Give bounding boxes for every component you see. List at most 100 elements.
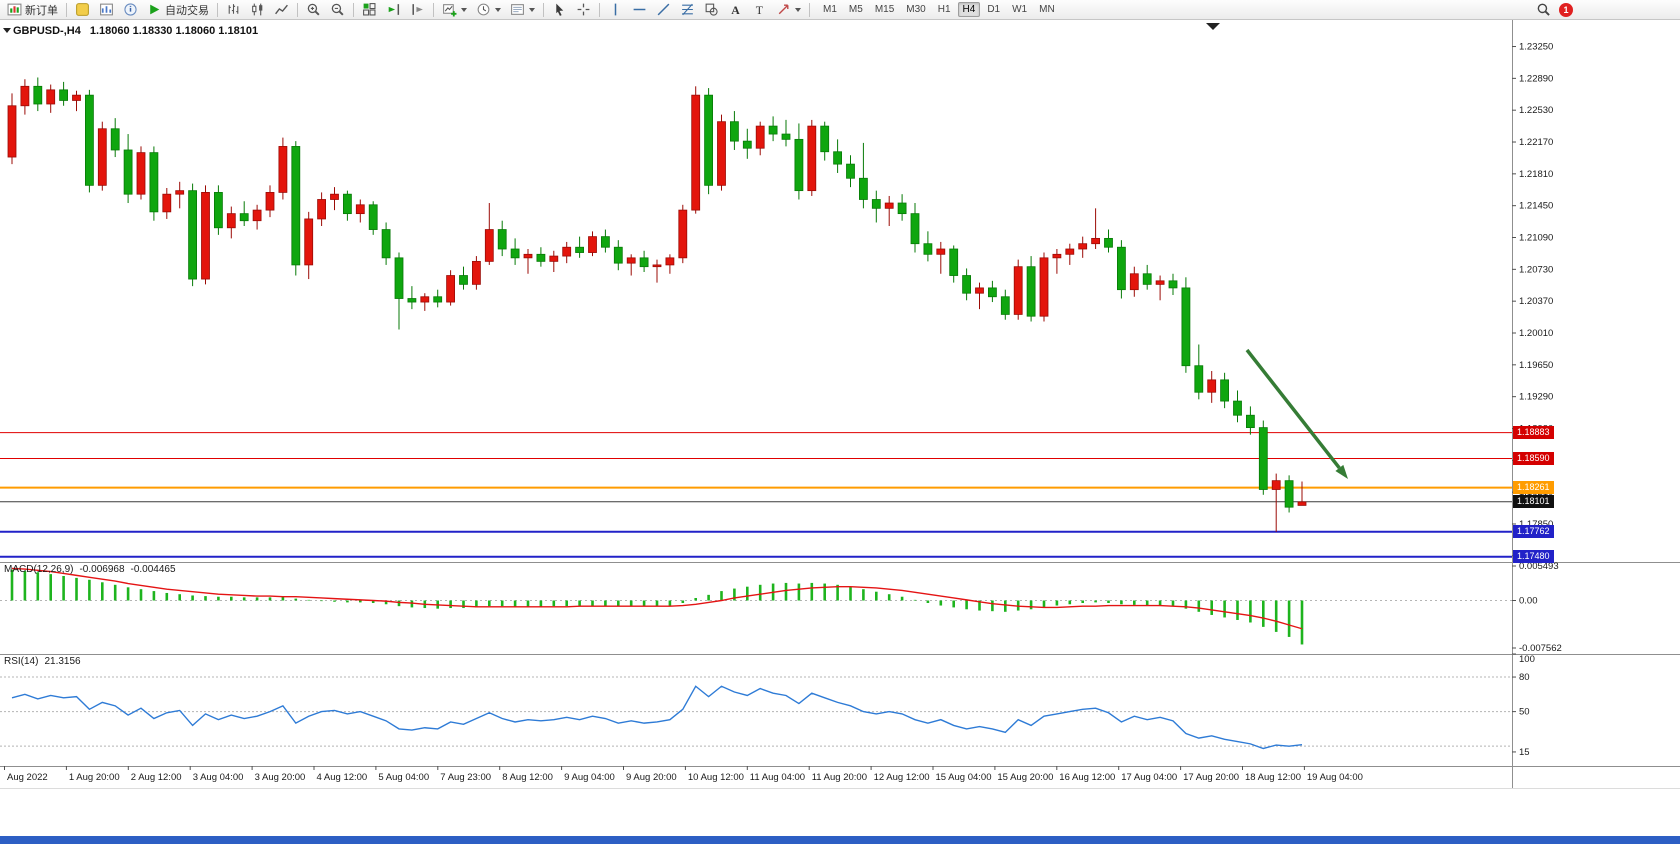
toolbar-separator	[543, 2, 544, 17]
text-button[interactable]: A	[724, 0, 747, 19]
ohlc-values: 1.18060 1.18330 1.18060 1.18101	[89, 25, 259, 37]
svg-text:80: 80	[1519, 672, 1530, 683]
toolbar-separator	[217, 2, 218, 17]
arrow-object-icon	[778, 4, 789, 15]
new-chart-button[interactable]	[438, 0, 471, 19]
timeframe-button-H1[interactable]: H1	[937, 4, 951, 15]
info-circle-icon	[124, 3, 137, 16]
auto-trading-button[interactable]: 自动交易	[143, 0, 213, 19]
toolbar-separator	[66, 2, 67, 17]
crosshair-icon	[577, 3, 590, 16]
horizontal-line-icon	[633, 8, 646, 11]
metaeditor-button[interactable]	[71, 0, 94, 19]
main-toolbar: 新订单 自动交易	[0, 0, 1680, 20]
timeframe-button-W1[interactable]: W1	[1012, 4, 1028, 15]
svg-text:15 Aug 20:00: 15 Aug 20:00	[997, 772, 1053, 783]
timeframe-button-M5[interactable]: M5	[848, 4, 863, 15]
chart-shift-button[interactable]	[406, 0, 429, 19]
svg-text:12 Aug 12:00: 12 Aug 12:00	[874, 772, 930, 783]
svg-text:5 Aug 04:00: 5 Aug 04:00	[378, 772, 429, 783]
svg-text:17 Aug 20:00: 17 Aug 20:00	[1183, 772, 1239, 783]
templates-button[interactable]	[506, 0, 539, 19]
timeframe-button-M15[interactable]: M15	[874, 4, 895, 15]
fibonacci-button[interactable]	[676, 0, 699, 19]
macd-main-value: -0.006968	[79, 564, 125, 575]
svg-text:9 Aug 20:00: 9 Aug 20:00	[626, 772, 677, 783]
svg-text:3 Aug 04:00: 3 Aug 04:00	[193, 772, 244, 783]
svg-text:0.005493: 0.005493	[1519, 561, 1559, 572]
svg-text:7 Aug 23:00: 7 Aug 23:00	[440, 772, 491, 783]
text-label-icon: T	[756, 4, 763, 17]
svg-text:15: 15	[1519, 747, 1530, 758]
svg-text:1.21450: 1.21450	[1519, 201, 1553, 212]
line-chart-button[interactable]	[270, 0, 293, 19]
cursor-icon	[556, 3, 564, 16]
zoom-in-icon	[307, 3, 320, 16]
svg-text:2 Aug 12:00: 2 Aug 12:00	[131, 772, 182, 783]
svg-text:1.21090: 1.21090	[1519, 233, 1553, 244]
svg-text:1.19290: 1.19290	[1519, 392, 1553, 403]
text-label-button[interactable]: T	[748, 0, 771, 19]
market-watch-button[interactable]	[95, 0, 118, 19]
svg-text:4 Aug 12:00: 4 Aug 12:00	[317, 772, 368, 783]
navigator-button[interactable]	[119, 0, 142, 19]
shapes-button[interactable]	[700, 0, 723, 19]
svg-text:-0.007562: -0.007562	[1519, 643, 1562, 654]
new-order-button[interactable]: 新订单	[3, 0, 62, 19]
svg-text:18 Aug 12:00: 18 Aug 12:00	[1245, 772, 1301, 783]
zoom-out-icon	[331, 3, 344, 16]
timeframe-button-D1[interactable]: D1	[987, 4, 1001, 15]
crosshair-button[interactable]	[572, 0, 595, 19]
profiles-button[interactable]	[472, 0, 505, 19]
toolbar-separator	[297, 2, 298, 17]
svg-text:100: 100	[1519, 654, 1535, 665]
macd-label: MACD(12,26,9) -0.006968 -0.004465	[4, 564, 176, 575]
rsi-name: RSI(14)	[4, 656, 39, 667]
zoom-out-button[interactable]	[326, 0, 349, 19]
rsi-label: RSI(14) 21.3156	[4, 656, 81, 667]
candlestick-icon	[252, 3, 263, 16]
cursor-button[interactable]	[548, 0, 571, 19]
timeframe-button-H4[interactable]: H4	[957, 2, 981, 17]
vertical-line-icon	[614, 3, 617, 16]
svg-text:11 Aug 04:00: 11 Aug 04:00	[750, 772, 805, 783]
chart-title-bar: GBPUSD-,H4 1.18060 1.18330 1.18060 1.181…	[13, 25, 258, 37]
arrows-button[interactable]	[772, 0, 805, 19]
svg-text:1.17850: 1.17850	[1519, 519, 1553, 530]
auto-trading-icon	[150, 4, 160, 15]
svg-text:0.00: 0.00	[1519, 596, 1538, 607]
notification-badge[interactable]: 1	[1559, 2, 1573, 17]
timeframe-button-M30[interactable]: M30	[906, 4, 926, 15]
tile-windows-button[interactable]	[358, 0, 381, 19]
auto-scroll-button[interactable]	[382, 0, 405, 19]
timeframe-button-MN[interactable]: MN	[1039, 4, 1055, 15]
search-icon[interactable]	[1536, 2, 1551, 17]
svg-text:1.18210: 1.18210	[1519, 487, 1553, 498]
timeframe-button-M1[interactable]: M1	[823, 4, 837, 15]
vertical-line-button[interactable]	[604, 0, 627, 19]
horizontal-line-button[interactable]	[628, 0, 651, 19]
svg-text:1.20010: 1.20010	[1519, 328, 1553, 339]
rsi-value: 21.3156	[44, 656, 81, 667]
svg-text:15 Aug 04:00: 15 Aug 04:00	[936, 772, 992, 783]
svg-text:1.22170: 1.22170	[1519, 137, 1553, 148]
toolbar-separator	[809, 2, 810, 17]
candlestick-chart-button[interactable]	[246, 0, 269, 19]
svg-text:1.20370: 1.20370	[1519, 296, 1553, 307]
bar-chart-button[interactable]	[222, 0, 245, 19]
dropdown-caret-icon	[529, 7, 535, 12]
auto-scroll-icon	[388, 4, 400, 15]
svg-text:1.23250: 1.23250	[1519, 42, 1553, 53]
chart-menu-marker-icon[interactable]	[3, 28, 11, 33]
trendline-button[interactable]	[652, 0, 675, 19]
metaeditor-icon	[76, 3, 89, 16]
dropdown-caret-icon	[495, 7, 501, 12]
svg-text:A: A	[731, 4, 740, 17]
zoom-in-button[interactable]	[302, 0, 325, 19]
svg-text:17 Aug 04:00: 17 Aug 04:00	[1121, 772, 1177, 783]
new-order-icon	[7, 3, 22, 16]
bottom-accent-bar	[0, 836, 1680, 844]
line-chart-icon	[275, 4, 288, 15]
